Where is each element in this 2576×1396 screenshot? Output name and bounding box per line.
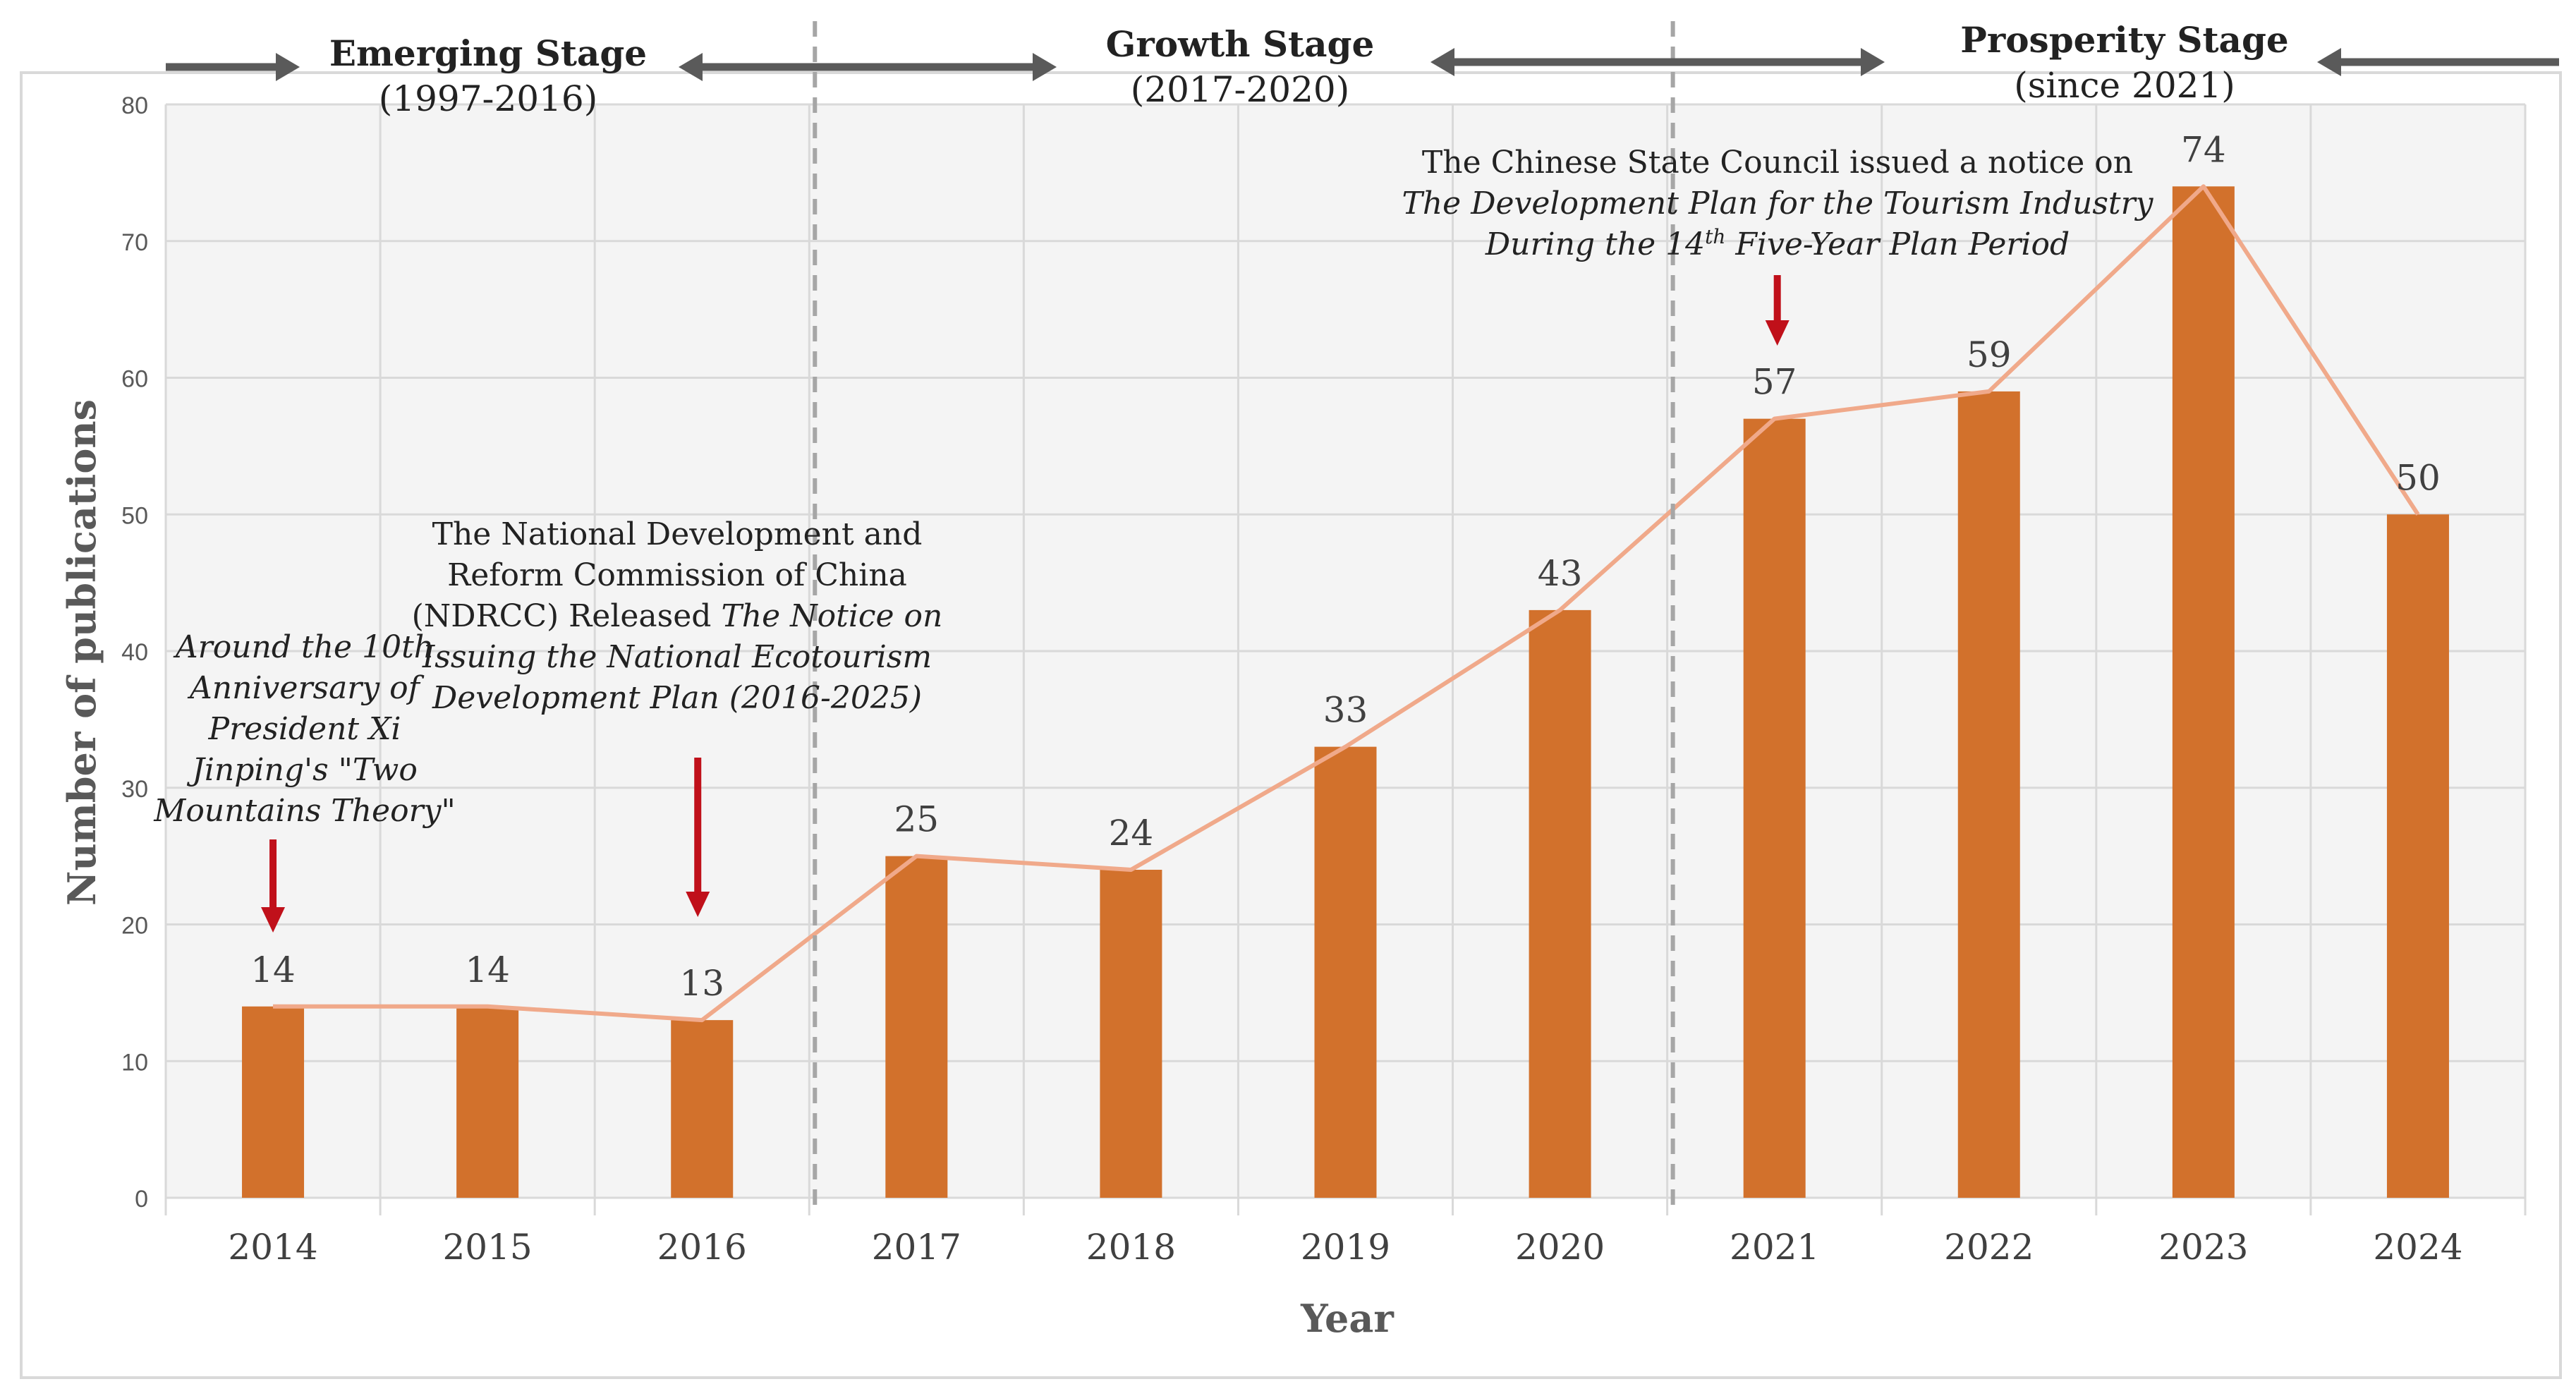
grid-lines-x [164, 104, 2527, 1215]
y-tick-label: 70 [121, 229, 148, 256]
annotation-two-mountains-line: President Xi [208, 711, 401, 747]
bar [1957, 391, 2020, 1198]
grid-lines-y [166, 103, 2525, 1199]
annotation-two-mountains-line: Around the 10th [173, 629, 434, 665]
annotation-ndrcc-line: Issuing the National Ecotourism [422, 639, 932, 675]
y-tick-labels: 0 10 20 30 40 50 60 70 80 [121, 92, 148, 1213]
value-label: 13 [679, 963, 724, 1004]
y-tick-label: 10 [121, 1049, 148, 1076]
trend-line [273, 184, 2420, 1023]
bar [671, 1020, 734, 1198]
stage-emerging-period: (1997-2016) [379, 78, 597, 119]
x-tick-labels: 2014 2015 2016 2017 2018 2019 2020 2021 2022 2023… [228, 1227, 2462, 1268]
annotation-state-council-part: During the 14 [1485, 226, 1705, 262]
bar [2172, 186, 2235, 1198]
annotation-arrow-head [686, 892, 710, 917]
annotation-arrow-head [261, 907, 286, 933]
annotation-two-mountains-line: Anniversary of [187, 670, 425, 706]
stage-arrow-head [276, 53, 300, 81]
stage-growth-name: Growth Stage [1106, 23, 1375, 65]
y-tick-label: 40 [121, 639, 148, 666]
stage-arrow-head [679, 53, 703, 81]
x-tick-label: 2014 [228, 1227, 317, 1268]
value-label: 25 [894, 799, 940, 840]
annotation-ndrcc-italic: The Notice on [721, 598, 942, 634]
bar [1100, 870, 1162, 1198]
annotation-state-council-line: The Development Plan for the Tourism Ind… [1402, 186, 2153, 221]
bar [242, 1006, 305, 1198]
x-tick-label: 2022 [1944, 1227, 2034, 1268]
stage-emerging-name: Emerging Stage [329, 32, 647, 74]
bar [1529, 609, 1591, 1198]
value-label: 50 [2395, 457, 2441, 498]
y-tick-label: 20 [121, 913, 148, 940]
stage-arrow-head [2317, 48, 2341, 76]
stage-prosperity-period: (since 2021) [2014, 65, 2235, 106]
x-tick-label: 2023 [2158, 1227, 2248, 1268]
y-tick-label: 80 [121, 92, 148, 119]
bars [242, 186, 2449, 1198]
value-label: 33 [1323, 690, 1368, 731]
annotation-ndrcc-line: The National Development and [432, 516, 923, 552]
annotation-state-council-part: Five-Year Plan Period [1725, 226, 2070, 262]
chart-frame [20, 71, 2562, 1379]
annotation-state-council-line: The Chinese State Council issued a notic… [1422, 145, 2133, 181]
y-tick-label: 50 [121, 502, 148, 529]
stage-arrow-head [1033, 53, 1057, 81]
annotation-ndrcc-line: (NDRCC) Released The Notice on [412, 598, 943, 634]
value-labels: 14 14 13 25 24 33 43 57 59 74 50 [250, 129, 2441, 1004]
stage-dividers [813, 21, 1675, 1208]
annotation-state-council-sup: th [1705, 225, 1725, 248]
stage-arrow-head [1430, 48, 1454, 76]
stage-arrow-head [1861, 48, 1885, 76]
annotation-state-council: The Chinese State Council issued a notic… [1402, 145, 2153, 262]
value-label: 14 [250, 949, 296, 990]
x-tick-label: 2017 [872, 1227, 961, 1268]
stage-prosperity-name: Prosperity Stage [1960, 19, 2288, 61]
bar [1743, 418, 1806, 1198]
bar [885, 856, 948, 1198]
x-tick-label: 2021 [1730, 1227, 1819, 1268]
y-tick-label: 30 [121, 776, 148, 803]
x-tick-label: 2019 [1301, 1227, 1390, 1268]
value-label: 74 [2181, 129, 2226, 170]
y-axis-title: Number of publications [59, 399, 104, 906]
annotation-ndrcc-line: Development Plan (2016-2025) [432, 680, 922, 716]
annotation-ndrcc-plain: (NDRCC) Released [412, 598, 722, 634]
x-axis-title: Year [1300, 1296, 1394, 1341]
value-label: 57 [1752, 362, 1797, 403]
annotation-state-council-line: During the 14th Five-Year Plan Period [1485, 225, 2070, 262]
bar [456, 1006, 519, 1198]
x-tick-label: 2024 [2373, 1227, 2462, 1268]
trend-line-path [273, 184, 2420, 1023]
value-label: 59 [1967, 334, 2012, 375]
x-tick-label: 2020 [1515, 1227, 1605, 1268]
annotation-two-mountains-line: Jinping's "Two [186, 752, 418, 788]
value-label: 14 [465, 949, 510, 990]
annotation-arrow-head [1765, 320, 1790, 346]
y-tick-label: 0 [135, 1186, 148, 1213]
annotation-ndrcc: The National Development and Reform Comm… [412, 516, 943, 716]
annotation-two-mountains-line: Mountains Theory" [153, 793, 455, 829]
annotation-two-mountains: Around the 10th Anniversary of President… [153, 629, 455, 829]
x-tick-label: 2016 [657, 1227, 747, 1268]
x-tick-label: 2018 [1086, 1227, 1176, 1268]
annotation-ndrcc-line: Reform Commission of China [447, 557, 907, 593]
annotation-arrows [261, 275, 1790, 933]
x-tick-label: 2015 [443, 1227, 533, 1268]
bar [1314, 746, 1377, 1198]
y-tick-label: 60 [121, 366, 148, 393]
stage-arrows [166, 48, 2559, 81]
stage-growth-period: (2017-2020) [1131, 69, 1349, 110]
value-label: 43 [1538, 553, 1583, 594]
bar [2386, 514, 2449, 1198]
value-label: 24 [1109, 813, 1154, 854]
